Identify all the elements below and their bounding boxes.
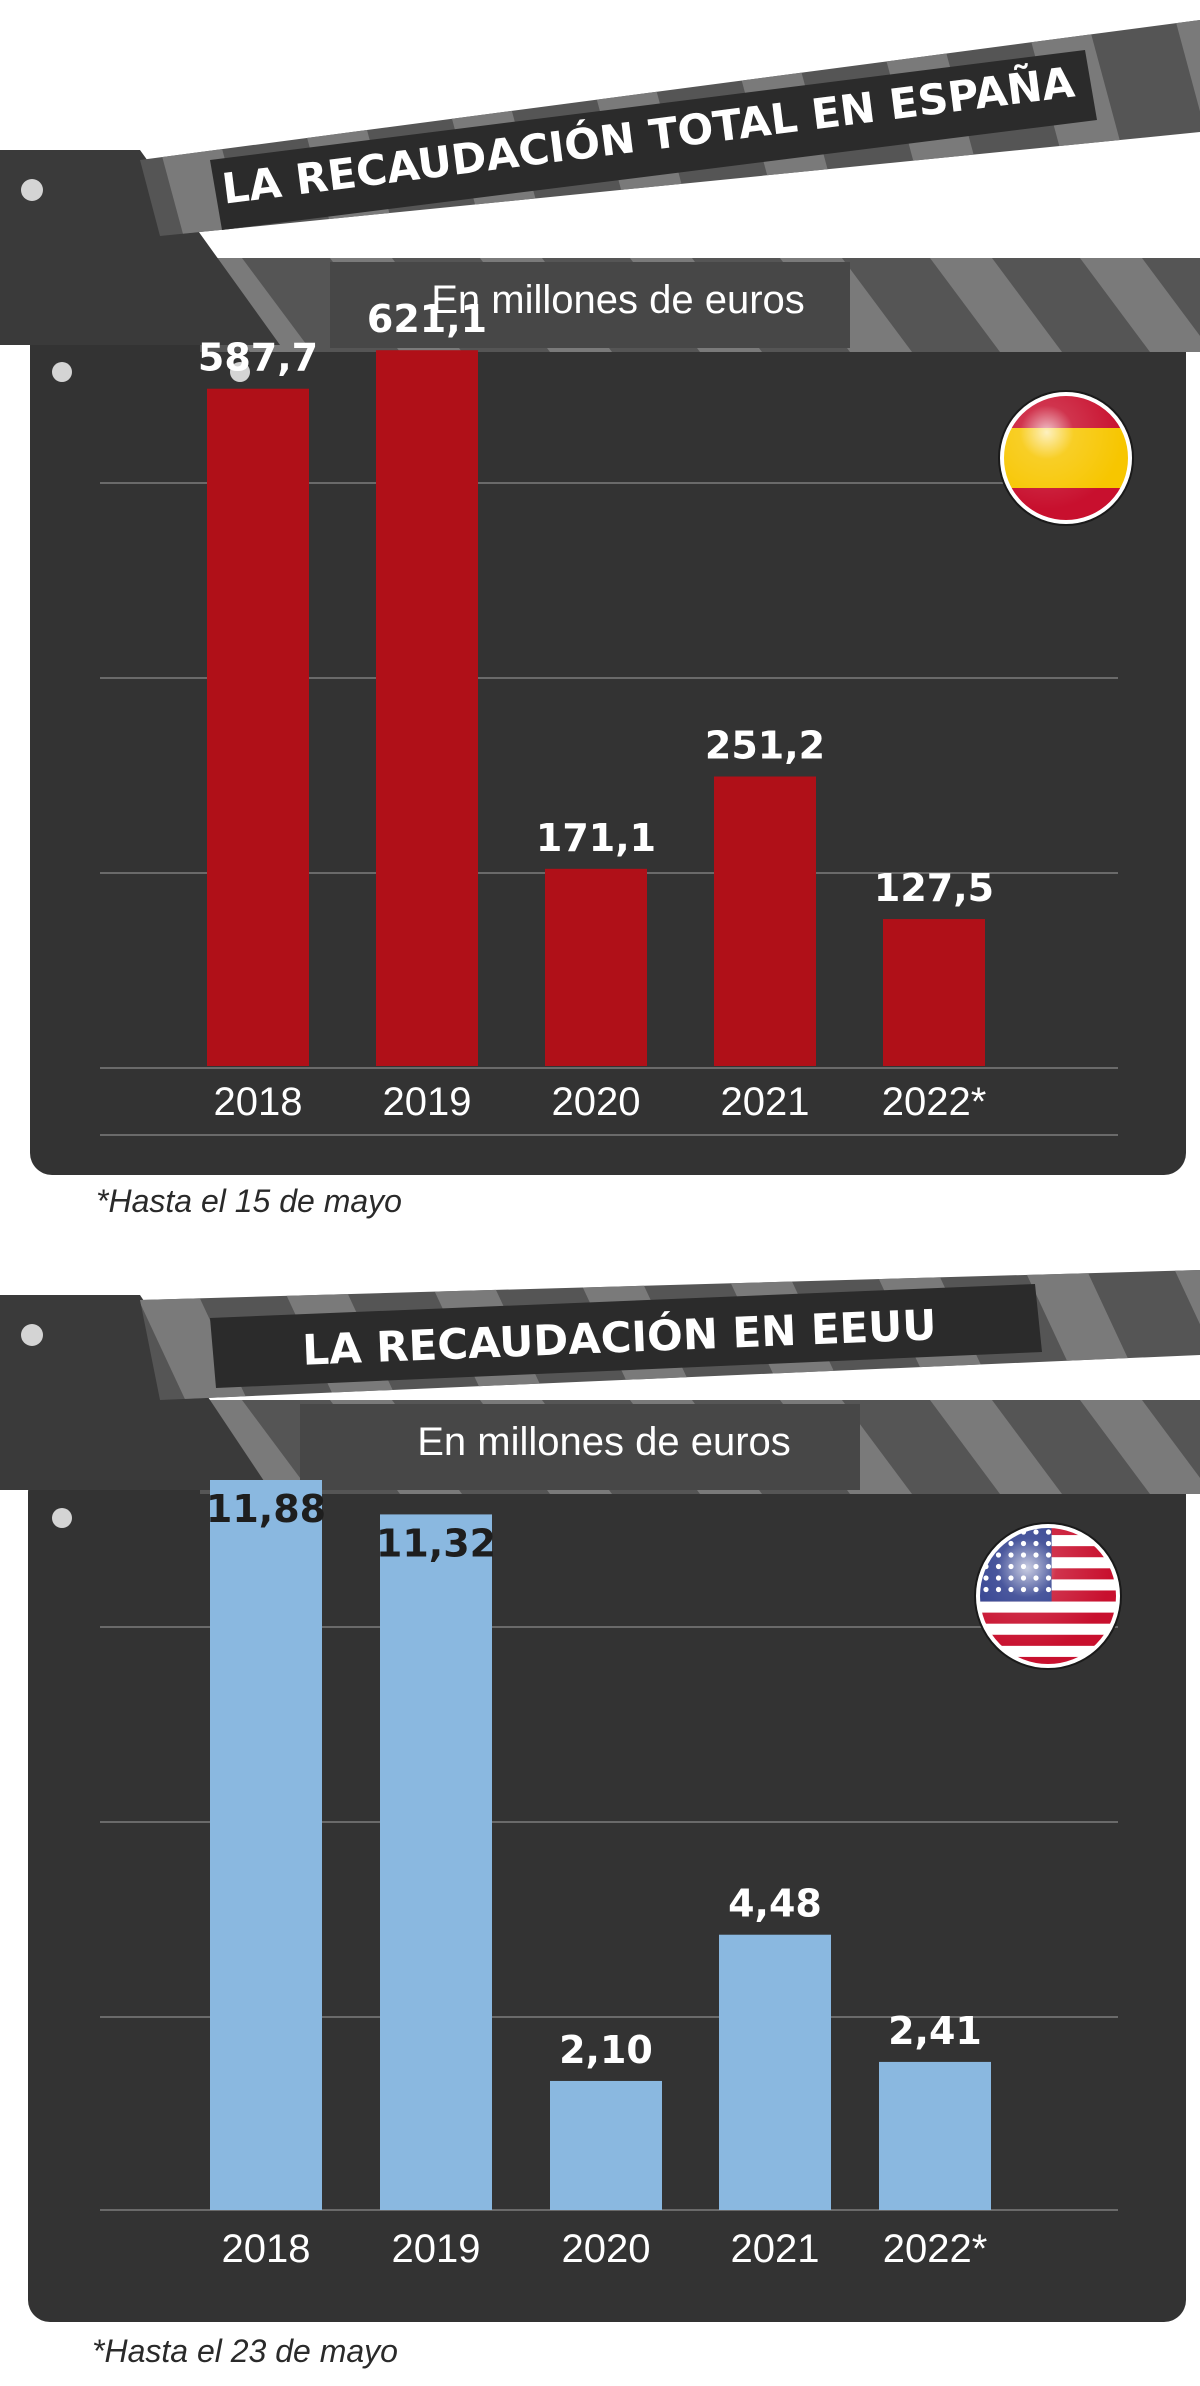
value-label: 251,2 <box>705 724 825 768</box>
value-label: 621,1 <box>367 297 487 341</box>
rivet <box>21 179 43 201</box>
footnote: *Hasta el 15 de mayo <box>96 1183 402 1219</box>
clapper-hinge-block <box>0 150 280 345</box>
bar-2018 <box>210 1480 322 2210</box>
bar-2019 <box>380 1514 492 2210</box>
category-label: 2019 <box>392 2227 481 2271</box>
subtitle-bar <box>300 1404 860 1490</box>
bar-2018 <box>207 388 309 1066</box>
bars: 587,7 2018 621,1 2019 171,1 2020 251,2 2021 127,… <box>198 297 994 1124</box>
clapper-stick <box>140 1270 1200 1400</box>
bar-2020 <box>550 2080 662 2210</box>
bar-2021 <box>719 1934 831 2210</box>
chart-spain: LA RECAUDACIÓN TOTAL EN ESPAÑA En millon… <box>0 20 1200 1219</box>
clapper-stripe <box>930 1400 1062 1494</box>
title-bar <box>210 1284 1042 1388</box>
bar-2019 <box>376 350 478 1066</box>
value-label: 171,1 <box>536 816 656 860</box>
value-label: 2,10 <box>559 2028 653 2072</box>
category-label: 2018 <box>222 2227 311 2271</box>
bar-2022 <box>883 919 985 1066</box>
chart-subtitle: En millones de euros <box>431 278 805 322</box>
value-label: 2,41 <box>888 2009 982 2053</box>
category-label: 2022* <box>882 1080 987 1124</box>
value-label: 127,5 <box>874 866 994 910</box>
category-label: 2019 <box>383 1080 472 1124</box>
usa-flag-icon <box>974 1522 1122 1670</box>
bar-2022 <box>879 2061 991 2210</box>
rivet <box>21 1324 43 1346</box>
clapper-stripe <box>930 258 1062 352</box>
rivet <box>230 362 250 382</box>
clapper-hinge-block <box>0 1295 270 1490</box>
chart-usa: LA RECAUDACIÓN EN EEUU En millones de eu… <box>0 1270 1200 2369</box>
value-label: 11,88 <box>206 1487 326 1531</box>
subtitle-bar <box>330 262 850 348</box>
category-label: 2018 <box>214 1080 303 1124</box>
category-label: 2022* <box>883 2227 988 2271</box>
footnote: *Hasta el 23 de mayo <box>92 2333 398 2369</box>
clapper-stripe <box>200 1400 312 1494</box>
rivet <box>52 1508 72 1528</box>
chart-subtitle: En millones de euros <box>417 1420 791 1464</box>
bars: 11,88 2018 11,32 2019 2,10 2020 4,48 2021 2,41 20… <box>206 1480 991 2271</box>
clapper-header <box>200 1400 1200 1494</box>
rivet <box>52 362 72 382</box>
title-bar <box>210 50 1097 230</box>
spain-flag-icon <box>998 390 1134 526</box>
category-label: 2020 <box>552 1080 641 1124</box>
category-label: 2021 <box>731 2227 820 2271</box>
value-label: 587,7 <box>198 336 318 380</box>
clapper-stripe <box>1080 258 1200 352</box>
category-label: 2021 <box>721 1080 810 1124</box>
bar-2021 <box>714 776 816 1066</box>
category-label: 2020 <box>562 2227 651 2271</box>
clapper-stripe <box>1080 1400 1200 1494</box>
bar-2020 <box>545 868 647 1066</box>
value-label: 11,32 <box>376 1521 496 1565</box>
value-label: 4,48 <box>728 1882 822 1926</box>
